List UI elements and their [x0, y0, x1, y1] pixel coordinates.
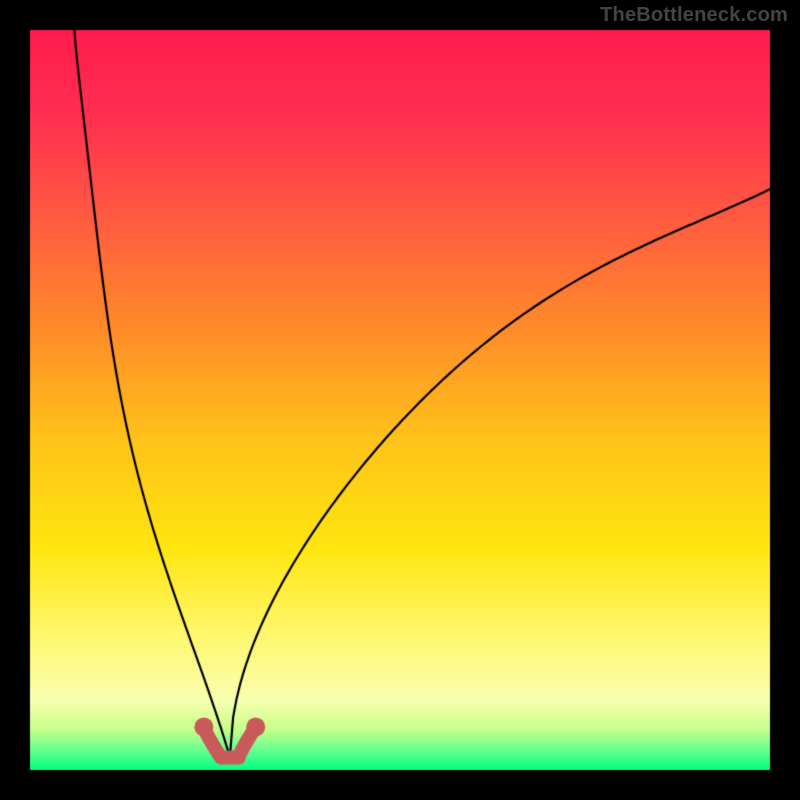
chart-frame: TheBottleneck.com	[0, 0, 800, 800]
bottleneck-chart-canvas	[0, 0, 800, 800]
watermark-text: TheBottleneck.com	[600, 4, 788, 27]
